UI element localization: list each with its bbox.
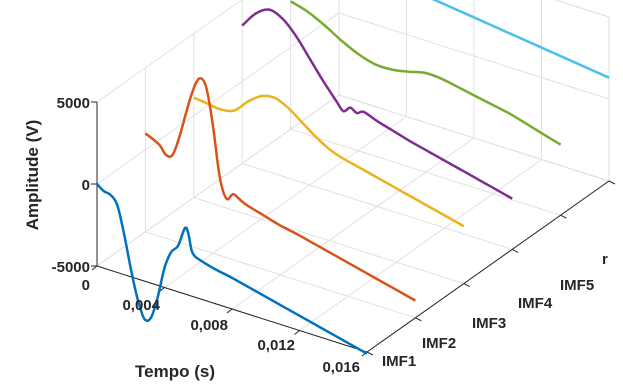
grid-layer bbox=[91, 0, 616, 357]
x-tick-label-0004: 0,004 bbox=[122, 297, 160, 314]
y-tick-mark-4 bbox=[560, 214, 567, 219]
z-tick-label-0: 0 bbox=[82, 177, 90, 194]
floor-gridline-y-2 bbox=[193, 197, 464, 285]
x-tick-mark-0 bbox=[91, 265, 98, 271]
z-axis-title: Amplitude (V) bbox=[23, 120, 42, 231]
x-tick-label-0008: 0,008 bbox=[190, 317, 228, 334]
y-tick-label-imf3: IMF3 bbox=[472, 315, 506, 332]
x-tick-label-0016: 0,016 bbox=[322, 359, 360, 376]
back-wall-gridline-z-1 bbox=[338, 12, 610, 100]
y-tick-mark-5 bbox=[608, 180, 616, 185]
y-tick-label-imf1: IMF1 bbox=[382, 353, 416, 370]
y-tick-mark-2 bbox=[463, 283, 471, 288]
series-line-r bbox=[431, 0, 610, 79]
x-tick-label-0012: 0,012 bbox=[257, 337, 295, 354]
x-tick-label-0: 0 bbox=[82, 277, 90, 294]
box-edge-top-back bbox=[553, 0, 610, 18]
y-axis-line bbox=[366, 180, 610, 353]
y-tick-mark-0 bbox=[366, 351, 374, 356]
series-layer bbox=[96, 0, 610, 355]
floor-gridline-y-3 bbox=[242, 162, 513, 250]
x-tick-mark-2 bbox=[226, 308, 233, 314]
y-tick-label-imf5: IMF5 bbox=[560, 277, 594, 294]
side-wall-gridline-z-0 bbox=[96, 94, 340, 267]
y-tick-mark-3 bbox=[511, 248, 519, 253]
x-tick-mark-3 bbox=[294, 330, 300, 335]
z-tick-label-neg5000: -5000 bbox=[52, 259, 90, 276]
series-line-imf1 bbox=[96, 183, 368, 355]
z-tick-label-5000: 5000 bbox=[57, 95, 90, 112]
floor-gridline-x-2 bbox=[231, 137, 475, 310]
series-line-imf2 bbox=[144, 77, 417, 302]
side-wall-gridline-z-2 bbox=[96, 0, 243, 103]
y-tick-label-imf4: IMF4 bbox=[518, 295, 553, 312]
series-line-imf3 bbox=[193, 94, 465, 228]
floor-gridline-x-1 bbox=[164, 116, 407, 288]
floor-gridline-x-3 bbox=[299, 159, 542, 331]
y-tick-label-r: r bbox=[602, 251, 608, 268]
back-wall-gridline-z-0 bbox=[338, 94, 610, 182]
floor-gridline-y-4 bbox=[290, 128, 561, 216]
series-line-imf5 bbox=[289, 0, 562, 146]
y-tick-mark-1 bbox=[415, 317, 422, 322]
tick-layer: 5000 0 -5000 0 0,004 0,008 0,012 0,016 I… bbox=[52, 95, 608, 376]
x-axis-title: Tempo (s) bbox=[135, 362, 215, 381]
series-line-imf4 bbox=[241, 8, 513, 200]
y-tick-label-imf2: IMF2 bbox=[422, 335, 456, 352]
